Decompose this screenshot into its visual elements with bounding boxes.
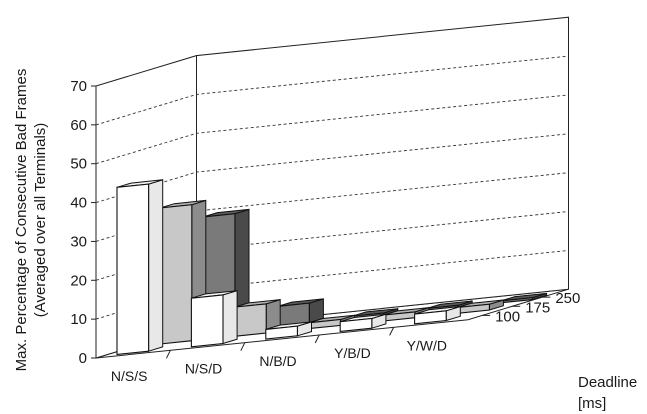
x-tick [389,327,395,336]
y-tick-label: 20 [70,272,87,289]
bar-front [414,310,447,325]
gridline [95,55,569,126]
bar-side [148,179,164,352]
depth-axis-title: Deadline [578,374,637,391]
bar-front [190,294,224,348]
y-axis-title-line1: Max. Percentage of Consecutive Bad Frame… [13,69,30,372]
bar-N/S/D-100 [190,290,238,348]
y-axis: 0 10 20 30 40 50 60 70 [70,78,551,367]
bar-front [265,325,298,340]
bar-front [159,204,193,345]
x-tick-label: N/S/S [111,368,148,384]
bar-front [233,303,267,337]
gridline [95,94,569,165]
bar-N/B/D-100 [265,321,312,340]
bar-Y/B/D-100 [339,313,387,333]
depth-tick-label: 100 [495,308,520,325]
depth-axis-unit: [ms] [578,395,606,412]
x-tick-label: Y/W/D [407,338,447,354]
y-tick-label: 50 [70,156,87,173]
depth-tick-label: 250 [555,290,580,307]
y-tick-label: 60 [70,117,87,134]
x-tick [314,334,320,344]
bar-front [116,183,150,356]
x-tick [165,350,171,359]
y-tick-label: 40 [70,195,87,212]
labels: N/S/S N/S/D N/B/D Y/B/D Y/W/D100175250Deadli… [13,69,637,412]
y-axis-title: Max. Percentage of Consecutive Bad Frame… [13,69,49,372]
y-axis-title-line2: (Averaged over all Terminals) [32,123,49,318]
bar-side [222,290,238,345]
x-tick-label: N/S/D [185,361,222,377]
bar-Y/W/D-175 [457,299,504,314]
bar-N/S/S-100 [116,179,164,356]
x-tick-label: N/B/D [259,353,296,369]
y-tick-label: 30 [70,233,87,250]
y-tick-label: 10 [70,311,87,328]
bars [116,179,548,356]
back-wall [196,16,569,329]
bar-front [339,317,373,333]
x-tick-label: Y/B/D [334,345,371,361]
bar-Y/W/D-100 [414,305,461,325]
y-tick-label: 70 [70,78,87,95]
x-tick [240,342,246,351]
bar-N/S/S-175 [159,199,207,345]
y-tick-label: 0 [79,350,87,367]
depth-tick-label: 175 [525,299,550,316]
bar-Y/W/D-250 [500,292,548,304]
